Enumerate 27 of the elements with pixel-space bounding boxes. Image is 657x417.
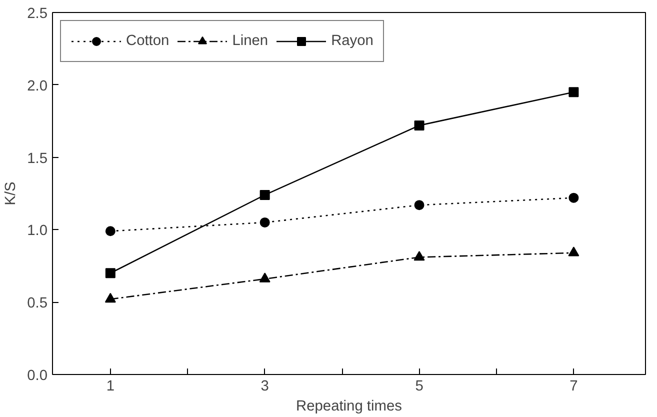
y-tick-label: 1.5 xyxy=(27,150,48,167)
point xyxy=(414,200,424,210)
y-tick-label: 2.0 xyxy=(27,78,48,94)
y-tick-label: 2.5 xyxy=(27,6,48,22)
point xyxy=(568,87,579,98)
x-tick-label: 3 xyxy=(260,378,269,394)
point xyxy=(104,292,116,303)
x-axis-title: Repeating times xyxy=(296,398,402,414)
point xyxy=(414,250,425,261)
x-tick-label: 7 xyxy=(570,378,578,394)
y-tick-label: 0.5 xyxy=(27,296,48,312)
point xyxy=(260,217,270,228)
point xyxy=(414,120,424,130)
point xyxy=(568,246,580,256)
y-tick-label: 1.0 xyxy=(27,223,48,240)
point xyxy=(105,268,116,278)
x-tick-label: 5 xyxy=(415,378,424,394)
legend-label: Rayon xyxy=(331,33,374,49)
point xyxy=(259,272,270,282)
legend-label: Linen xyxy=(232,33,268,49)
y-axis-title: K/S xyxy=(3,181,20,206)
point xyxy=(568,192,579,203)
legend-label: Cotton xyxy=(126,33,170,49)
point xyxy=(260,190,270,200)
point xyxy=(105,226,116,236)
x-tick-label: 1 xyxy=(106,378,114,394)
y-tick-label: 0.0 xyxy=(27,368,48,384)
